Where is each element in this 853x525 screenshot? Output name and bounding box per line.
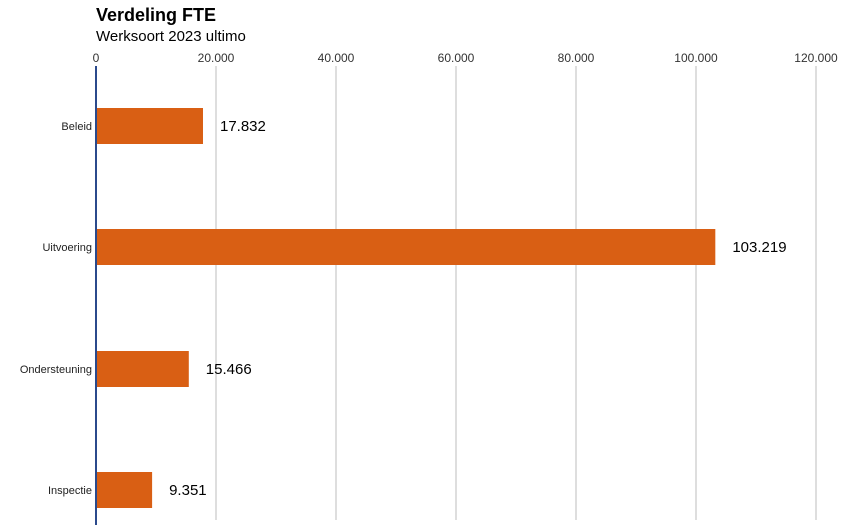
data-label: 15.466 <box>206 361 252 378</box>
bar <box>96 472 153 508</box>
category-labels: Beleid Uitvoering Ondersteuning Inspectie <box>20 121 92 497</box>
category-label: Beleid <box>61 121 92 133</box>
data-label: 103.219 <box>732 239 786 256</box>
x-tick-label: 80.000 <box>558 51 595 65</box>
bar <box>96 351 189 387</box>
x-tick-label: 20.000 <box>198 51 235 65</box>
x-tick-label: 100.000 <box>674 51 718 65</box>
x-axis-ticks: 0 20.000 40.000 60.000 80.000 100.000 120.000 <box>93 51 838 65</box>
x-tick-label: 60.000 <box>438 51 475 65</box>
data-labels: 17.832 103.219 15.466 9.351 <box>169 118 786 499</box>
category-label: Uitvoering <box>42 242 92 254</box>
data-label: 9.351 <box>169 482 207 499</box>
x-tick-label: 120.000 <box>794 51 838 65</box>
x-tick-label: 40.000 <box>318 51 355 65</box>
bars <box>96 108 716 508</box>
x-tick-label: 0 <box>93 51 100 65</box>
chart-subtitle: Werksoort 2023 ultimo <box>96 28 246 45</box>
bar <box>96 108 203 144</box>
chart-title: Verdeling FTE <box>96 5 217 25</box>
bar <box>96 229 716 265</box>
data-label: 17.832 <box>220 118 266 135</box>
category-label: Inspectie <box>48 485 92 497</box>
category-label: Ondersteuning <box>20 364 92 376</box>
gridlines <box>215 66 817 520</box>
